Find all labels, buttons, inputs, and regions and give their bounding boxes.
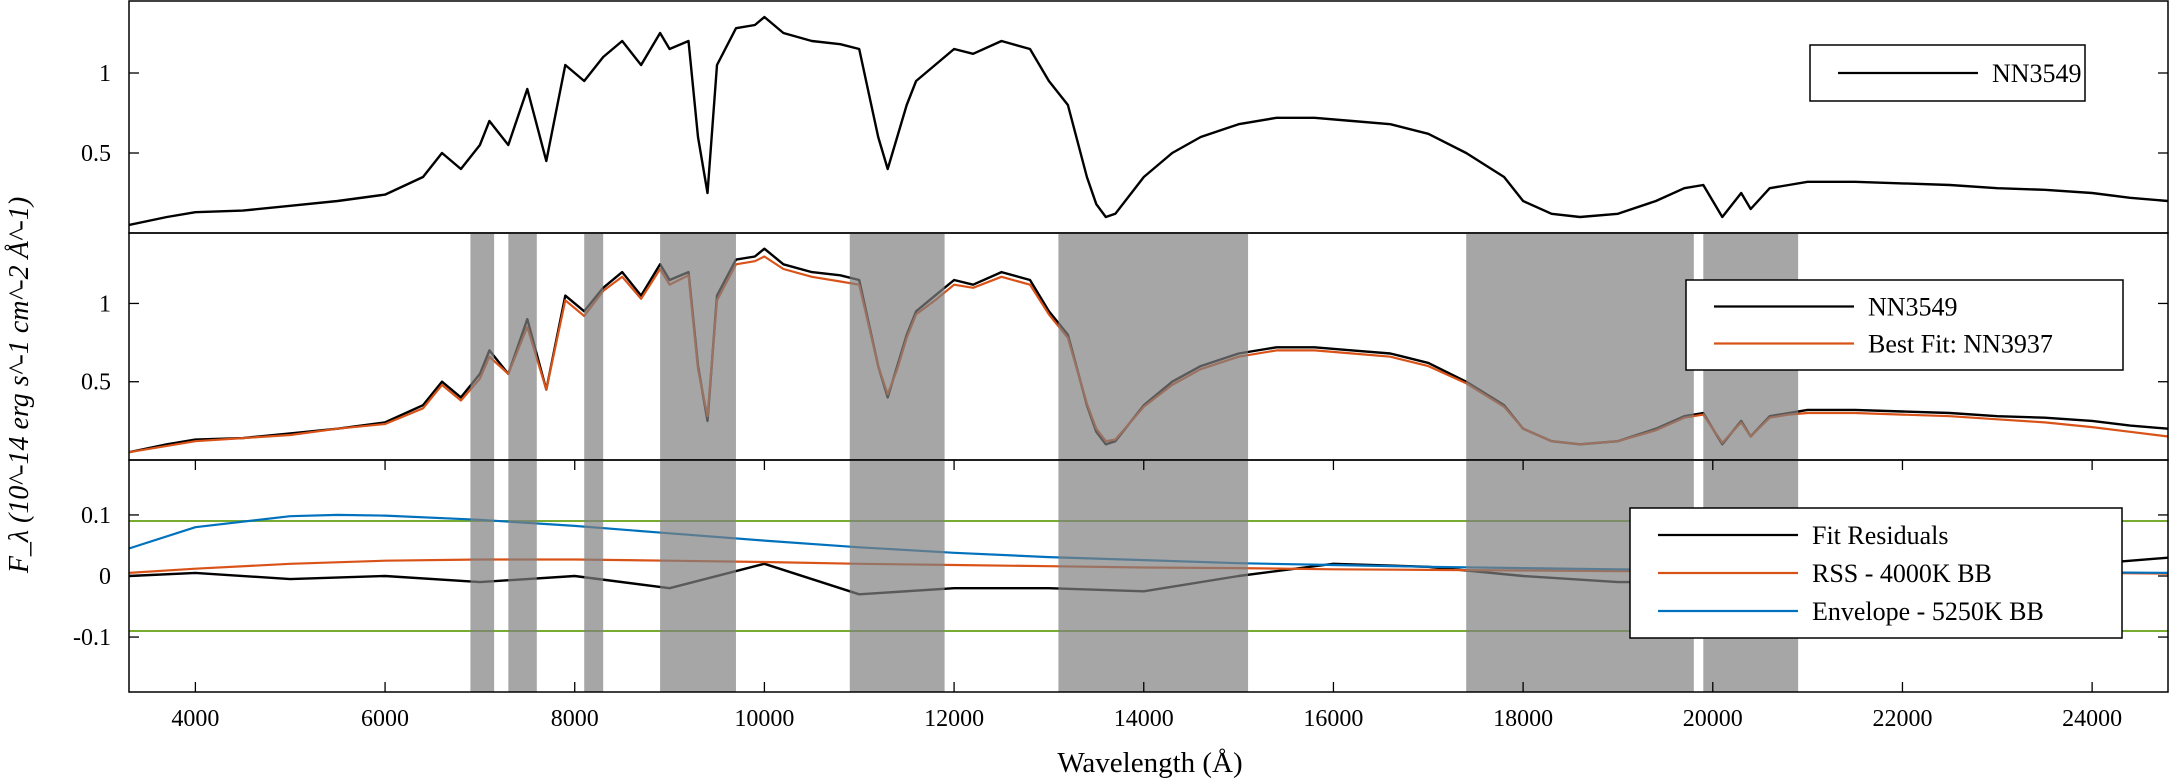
y-tick-label: 0.5: [81, 141, 111, 167]
masked-region: [660, 460, 736, 692]
axes-frame: [128, 0, 2169, 234]
x-tick-label: 18000: [1493, 706, 1553, 732]
legend-label: RSS - 4000K BB: [1812, 559, 1992, 588]
y-tick-label: 0: [99, 564, 111, 590]
y-tick-label: -0.1: [73, 625, 111, 651]
legend-label: Envelope - 5250K BB: [1812, 597, 2044, 626]
x-tick-label: 24000: [2062, 706, 2122, 732]
x-tick-label: 20000: [1683, 706, 1743, 732]
top-legend: NN3549: [1809, 44, 2086, 102]
nn3549-series-line: [129, 15, 2168, 227]
legend-label: Best Fit: NN3937: [1868, 330, 2053, 359]
y-tick-label: 1: [99, 291, 111, 317]
middle-legend: NN3549 Best Fit: NN3937: [1685, 279, 2124, 371]
y-tick-label: 1: [99, 61, 111, 87]
y-tick-label: 0.1: [81, 503, 111, 529]
x-tick-label: 4000: [171, 706, 219, 732]
masked-region: [660, 233, 736, 460]
x-tick-label: 14000: [1114, 706, 1174, 732]
legend-box: [1685, 279, 2124, 371]
x-tick-label: 16000: [1303, 706, 1363, 732]
top-panel: 0.51: [81, 0, 2169, 234]
y-axis-label: F_λ (10^-14 erg s^-1 cm^-2 Å^-1): [4, 197, 35, 574]
x-tick-label: 8000: [551, 706, 599, 732]
x-tick-label: 12000: [924, 706, 984, 732]
bottom-legend: Fit Residuals RSS - 4000K BB Envelope - 52…: [1629, 507, 2123, 639]
masked-region: [508, 460, 537, 692]
masked-region: [508, 233, 537, 460]
x-tick-label: 10000: [734, 706, 794, 732]
masked-region: [1058, 233, 1249, 460]
legend-label: NN3549: [1868, 293, 1958, 322]
masked-region: [584, 233, 604, 460]
masked-region: [849, 460, 945, 692]
masked-region: [849, 233, 945, 460]
legend-label: NN3549: [1992, 59, 2082, 88]
y-tick-label: 0.5: [81, 370, 111, 396]
legend-label: Fit Residuals: [1812, 521, 1949, 550]
masked-region: [584, 460, 604, 692]
masked-region: [470, 233, 495, 460]
masked-region: [1058, 460, 1249, 692]
x-axis-label: Wavelength (Å): [1057, 747, 1242, 779]
x-tick-label: 22000: [1872, 706, 1932, 732]
masked-region: [470, 460, 495, 692]
masked-region: [1466, 233, 1694, 460]
x-tick-label: 6000: [361, 706, 409, 732]
middle-panel: 0.51: [81, 232, 2169, 461]
